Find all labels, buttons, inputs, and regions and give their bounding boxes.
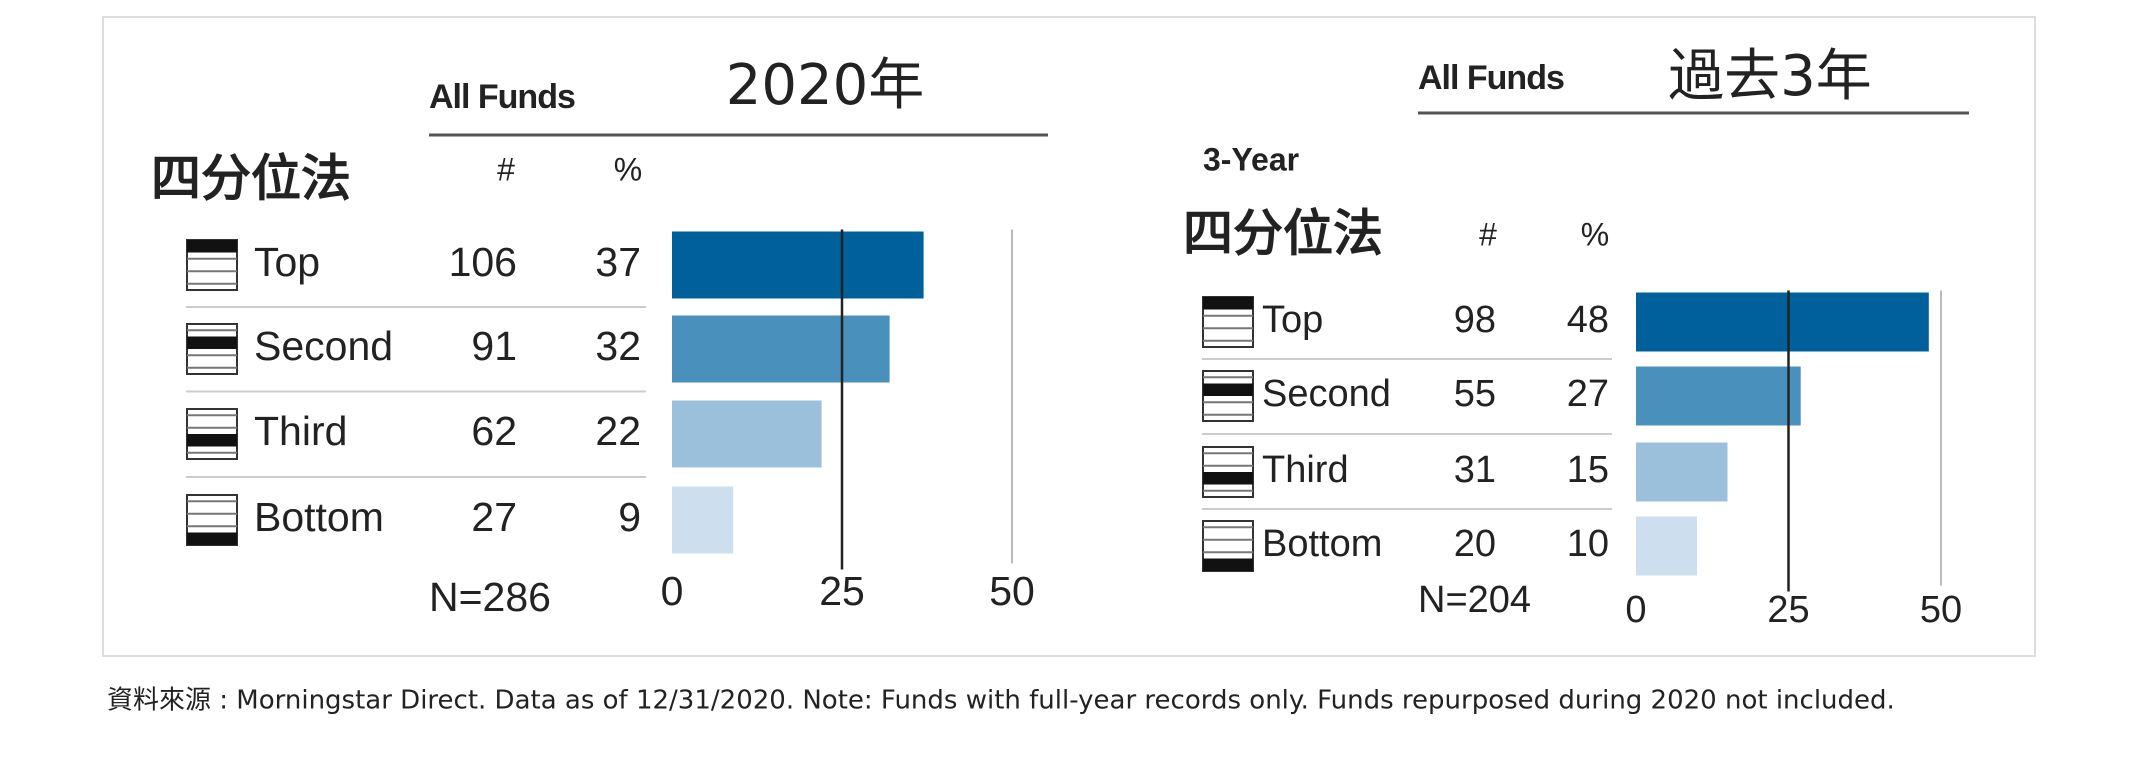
source-note: 資料來源 : Morningstar Direct. Data as of 12…: [107, 686, 1895, 716]
quartile-band: [1203, 526, 1253, 529]
x-tick-label: 25: [1767, 589, 1809, 631]
x-tick-label: 50: [989, 568, 1035, 614]
bar: [1636, 516, 1697, 576]
quartile-band: [1203, 489, 1253, 492]
quartile-band: [187, 336, 237, 349]
bar: [1636, 292, 1929, 352]
count-label: 91: [471, 323, 517, 369]
category-label: Second: [254, 323, 393, 369]
bar: [1636, 366, 1801, 426]
x-tick-label: 50: [1920, 589, 1962, 631]
category-label: Third: [1262, 449, 1349, 491]
quartile-band: [187, 366, 237, 369]
quartile-band: [187, 500, 237, 503]
category-label: Bottom: [254, 494, 384, 540]
pct-label: 32: [595, 323, 641, 369]
quartile-band: [1203, 551, 1253, 554]
quartile-band: [1203, 314, 1253, 317]
count-label: 106: [449, 239, 517, 285]
quartile-band: [1203, 401, 1253, 404]
count-label: 55: [1454, 373, 1496, 415]
chart-title: 2020年: [726, 53, 925, 118]
quartile-band: [187, 354, 237, 357]
quartile-band: [1203, 538, 1253, 541]
quartile-band: [187, 525, 237, 528]
quartile-band: [187, 257, 237, 260]
quartile-band: [1203, 413, 1253, 416]
bar: [1636, 442, 1728, 502]
count-label: 98: [1454, 299, 1496, 341]
pct-label: 37: [595, 239, 641, 285]
quartile-band: [187, 532, 237, 545]
quartile-band: [1203, 383, 1253, 396]
pct-label: 27: [1567, 373, 1609, 415]
row-header: 四分位法: [151, 150, 351, 208]
x-tick-label: 0: [1625, 589, 1646, 631]
quartile-band: [187, 451, 237, 454]
n-label: N=204: [1418, 579, 1531, 621]
n-label: N=286: [429, 574, 551, 620]
bar: [672, 400, 822, 468]
header: All Funds: [429, 78, 575, 116]
category-label: Second: [1262, 373, 1391, 415]
quartile-band: [1203, 452, 1253, 455]
pct-label: 22: [595, 408, 641, 454]
pct-label: 48: [1567, 299, 1609, 341]
count-label: 31: [1454, 449, 1496, 491]
category-label: Bottom: [1262, 523, 1382, 565]
header: All Funds: [1418, 59, 1564, 97]
quartile-band: [187, 240, 237, 253]
quartile-band: [1203, 558, 1253, 571]
pct-label: 10: [1567, 523, 1609, 565]
category-label: Top: [254, 239, 320, 285]
panel-border: [102, 16, 2036, 657]
quartile-band: [1203, 327, 1253, 330]
subtitle: 3-Year: [1203, 141, 1299, 177]
count-label: 20: [1454, 523, 1496, 565]
chart-title: 過去3年: [1668, 44, 1872, 109]
quartile-band: [1203, 297, 1253, 310]
bar: [672, 231, 924, 299]
quartile-band: [187, 329, 237, 332]
quartile-band: [187, 434, 237, 447]
quartile-band: [187, 426, 237, 429]
bar: [672, 315, 890, 383]
quartile-band: [187, 270, 237, 273]
category-label: Third: [254, 408, 347, 454]
pct-label: 9: [618, 494, 641, 540]
quartile-band: [1203, 472, 1253, 485]
quartile-band: [187, 512, 237, 515]
quartile-band: [187, 414, 237, 417]
count-label: 27: [471, 494, 517, 540]
row-header: 四分位法: [1183, 205, 1383, 263]
col-header: #: [497, 151, 515, 187]
x-tick-label: 0: [661, 568, 684, 614]
col-header: %: [1581, 216, 1609, 252]
quartile-band: [1203, 464, 1253, 467]
col-header: %: [614, 151, 642, 187]
col-header: #: [1479, 216, 1497, 252]
quartile-band: [187, 282, 237, 285]
quartile-band: [1203, 339, 1253, 342]
x-tick-label: 25: [819, 568, 865, 614]
category-label: Top: [1262, 299, 1323, 341]
count-label: 62: [471, 408, 517, 454]
quartile-band: [1203, 376, 1253, 379]
pct-label: 15: [1567, 449, 1609, 491]
bar: [672, 486, 734, 554]
